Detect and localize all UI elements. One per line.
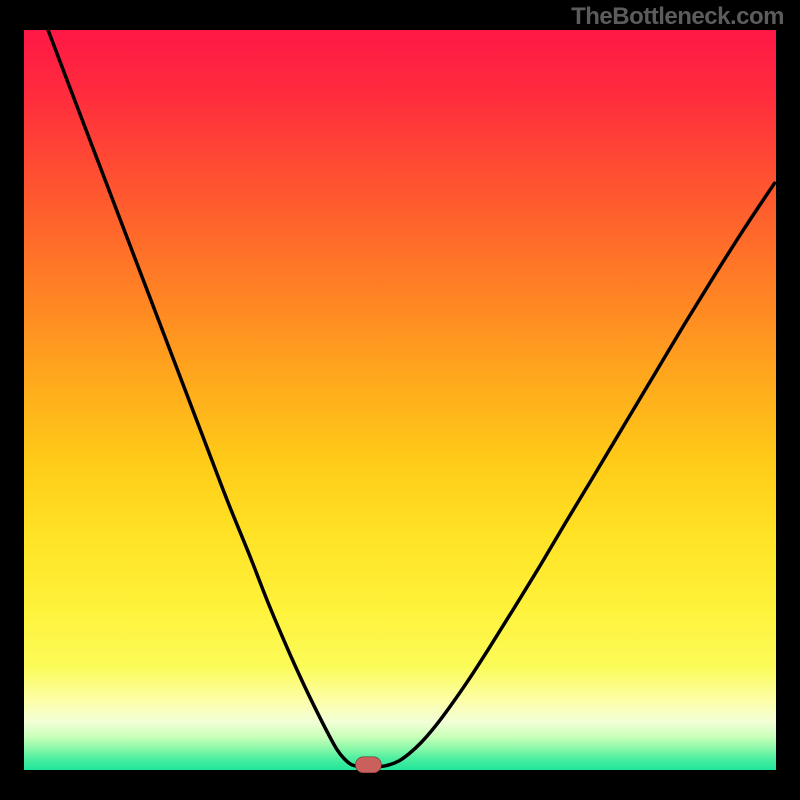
watermark-text: TheBottleneck.com xyxy=(571,3,784,31)
plot-area xyxy=(24,30,776,770)
curve-svg xyxy=(24,30,776,770)
bottleneck-curve xyxy=(48,30,774,767)
bottleneck-marker xyxy=(355,757,381,773)
